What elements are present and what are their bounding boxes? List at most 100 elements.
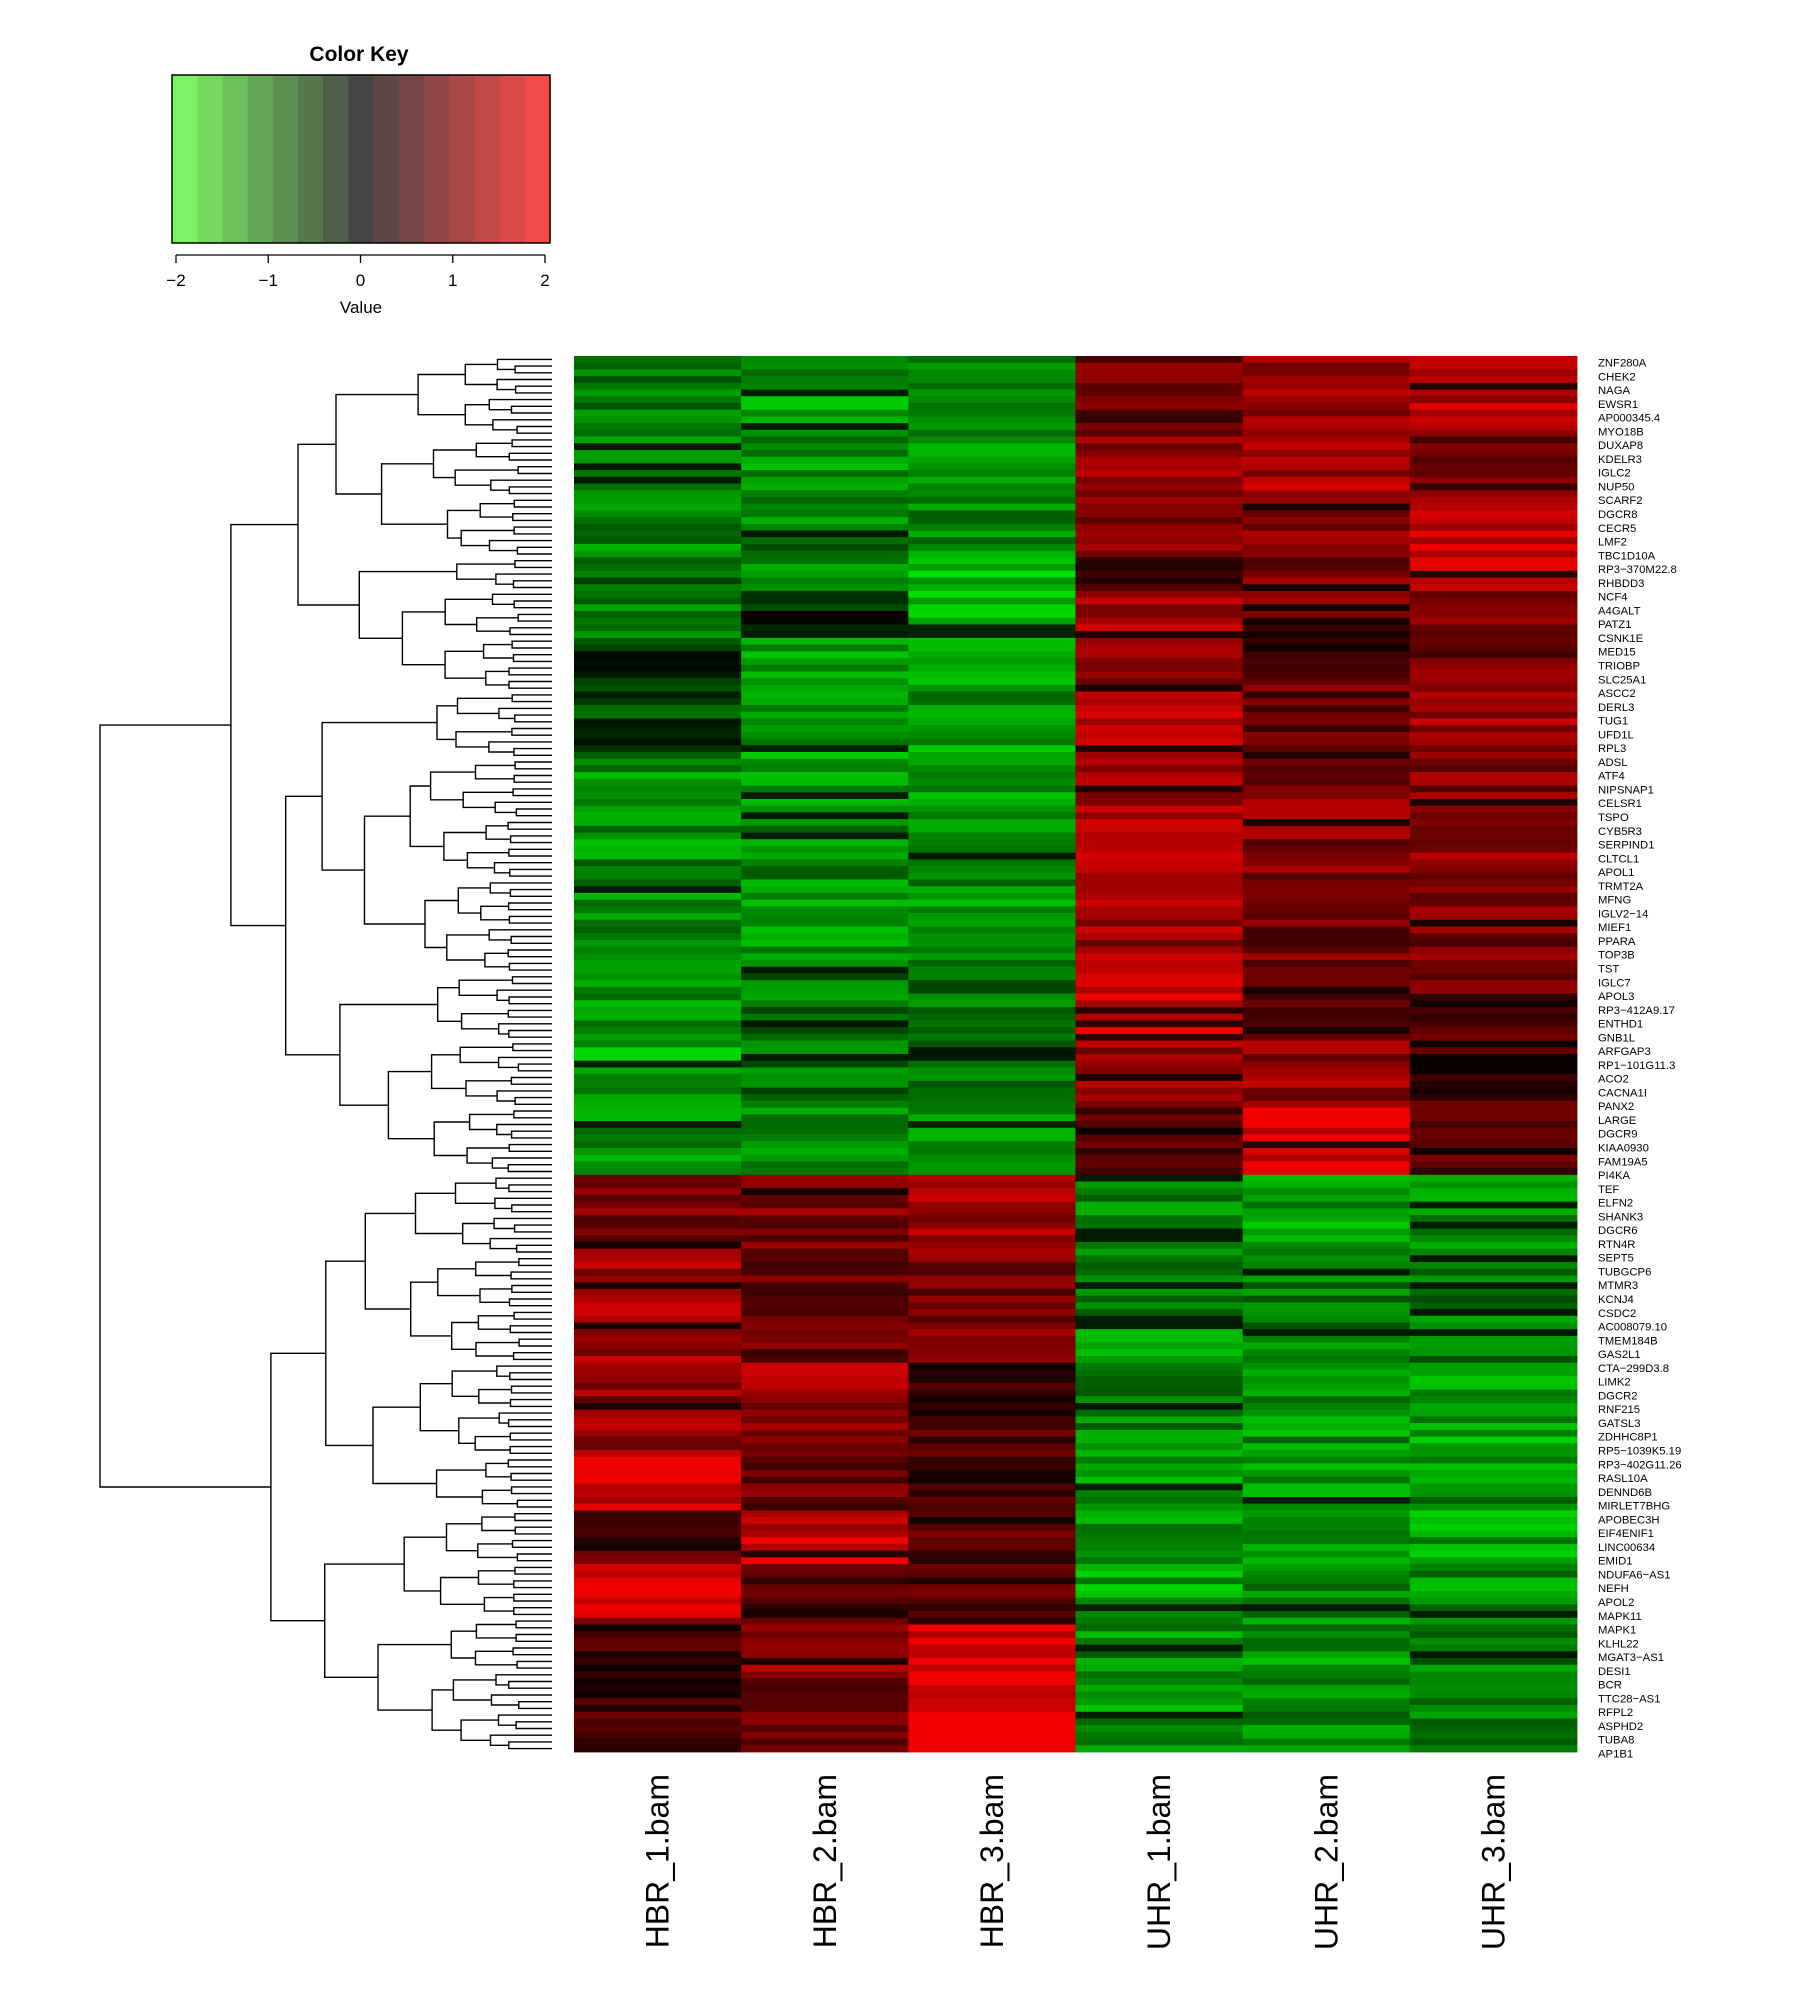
- heatmap-cell: [741, 933, 909, 941]
- heatmap-cell: [574, 1080, 742, 1088]
- color-key-tick-label: 1: [448, 271, 457, 290]
- heatmap-cell: [574, 872, 742, 880]
- heatmap-cell: [1409, 1094, 1578, 1102]
- heatmap-cell: [1242, 684, 1411, 692]
- heatmap-cell: [574, 1584, 742, 1592]
- heatmap-cell: [1409, 564, 1578, 572]
- heatmap-cell: [741, 369, 909, 377]
- heatmap-cell: [908, 1389, 1076, 1397]
- heatmap-cell: [908, 1275, 1076, 1283]
- heatmap-cell: [1075, 496, 1244, 505]
- heatmap-cell: [1242, 1476, 1411, 1484]
- heatmap-cell: [741, 1020, 909, 1028]
- dendrogram-branch: [507, 1009, 552, 1018]
- row-label: TSPO: [1598, 812, 1629, 824]
- heatmap-cell: [741, 1590, 909, 1599]
- heatmap-cell: [1242, 550, 1411, 558]
- heatmap-cell: [1409, 1268, 1578, 1276]
- heatmap-cell: [1075, 1517, 1244, 1525]
- heatmap-cell: [741, 1530, 909, 1538]
- heatmap-cell: [1075, 1241, 1244, 1250]
- heatmap-cell: [741, 1376, 909, 1384]
- heatmap-cell: [908, 1429, 1076, 1437]
- heatmap-cell: [908, 1651, 1076, 1659]
- heatmap-cell: [1409, 1436, 1578, 1444]
- heatmap-cell: [574, 1309, 742, 1317]
- dendrogram-branch: [458, 979, 513, 996]
- heatmap-cell: [1242, 731, 1411, 739]
- heatmap-cell: [741, 1228, 909, 1236]
- heatmap-cell: [1075, 416, 1244, 424]
- heatmap-cell: [741, 872, 909, 880]
- heatmap-cell: [908, 1174, 1076, 1182]
- heatmap-cell: [908, 429, 1076, 437]
- heatmap-cell: [908, 751, 1076, 760]
- heatmap-cell: [908, 496, 1076, 505]
- heatmap-cell: [574, 1262, 742, 1270]
- heatmap-cell: [1075, 1047, 1244, 1055]
- heatmap-cell: [574, 1275, 742, 1283]
- heatmap-cell: [1242, 1047, 1411, 1055]
- heatmap-cell: [1075, 396, 1244, 404]
- heatmap-cell: [1075, 886, 1244, 894]
- heatmap-cell: [1075, 1107, 1244, 1115]
- row-label: RNF215: [1598, 1404, 1640, 1416]
- heatmap-cell: [574, 1288, 742, 1297]
- heatmap-cell: [1242, 899, 1411, 907]
- heatmap-cell: [908, 711, 1076, 719]
- heatmap-cell: [574, 1121, 742, 1129]
- heatmap-cell: [574, 1389, 742, 1397]
- heatmap-cell: [574, 1651, 742, 1659]
- heatmap-cell: [741, 966, 909, 974]
- heatmap-cell: [908, 872, 1076, 880]
- heatmap-cell: [1409, 664, 1578, 672]
- heatmap-cell: [1075, 1490, 1244, 1498]
- heatmap-cell: [1409, 463, 1578, 471]
- heatmap-cell: [574, 1013, 742, 1021]
- dendrogram-branch: [491, 593, 552, 605]
- heatmap-cell: [1409, 637, 1578, 645]
- heatmap-cell: [1242, 919, 1411, 927]
- color-key-bin: [424, 75, 450, 243]
- heatmap-cell: [1409, 1644, 1578, 1652]
- heatmap-cell: [574, 1436, 742, 1444]
- heatmap-cell: [574, 738, 742, 746]
- heatmap-cell: [1242, 1060, 1411, 1068]
- heatmap-cell: [1409, 765, 1578, 773]
- heatmap-cell: [908, 812, 1076, 820]
- heatmap-cell: [1242, 832, 1411, 840]
- heatmap-cell: [1075, 537, 1244, 545]
- heatmap-cell: [1409, 1617, 1578, 1625]
- heatmap-cell: [1075, 389, 1244, 397]
- heatmap-cell: [1242, 584, 1411, 592]
- heatmap-cell: [574, 510, 742, 518]
- column-labels: HBR_1.bam HBR_2.bam HBR_3.bam UHR_1.bam UHR_…: [640, 1774, 1512, 1950]
- heatmap-cell: [1075, 1302, 1244, 1310]
- heatmap-cell: [908, 772, 1076, 780]
- heatmap-cell: [1242, 658, 1411, 666]
- row-label: KCNJ4: [1598, 1294, 1634, 1306]
- heatmap-cell: [574, 1094, 742, 1102]
- heatmap-cell: [1409, 1738, 1578, 1746]
- heatmap-cell: [574, 1168, 742, 1176]
- heatmap-cell: [1242, 798, 1411, 807]
- color-key-bin: [449, 75, 475, 243]
- heatmap-cell: [908, 1255, 1076, 1263]
- heatmap-cell: [1242, 1644, 1411, 1652]
- heatmap-cell: [574, 584, 742, 592]
- heatmap-cell: [1409, 1731, 1578, 1739]
- heatmap-cell: [908, 1147, 1076, 1156]
- dendrogram-branch: [513, 1593, 552, 1602]
- heatmap-cell: [574, 1100, 742, 1109]
- heatmap-cell: [741, 1510, 909, 1518]
- heatmap-cell: [1242, 1409, 1411, 1417]
- heatmap-cell: [1075, 483, 1244, 491]
- heatmap-cell: [1242, 463, 1411, 471]
- dendrogram-branch: [518, 1258, 552, 1267]
- heatmap-cell: [1242, 1208, 1411, 1216]
- heatmap-cell: [908, 490, 1076, 498]
- heatmap-cell: [1242, 644, 1411, 652]
- heatmap-cell: [574, 1597, 742, 1605]
- heatmap-cell: [1242, 785, 1411, 793]
- heatmap-cell: [1075, 1631, 1244, 1639]
